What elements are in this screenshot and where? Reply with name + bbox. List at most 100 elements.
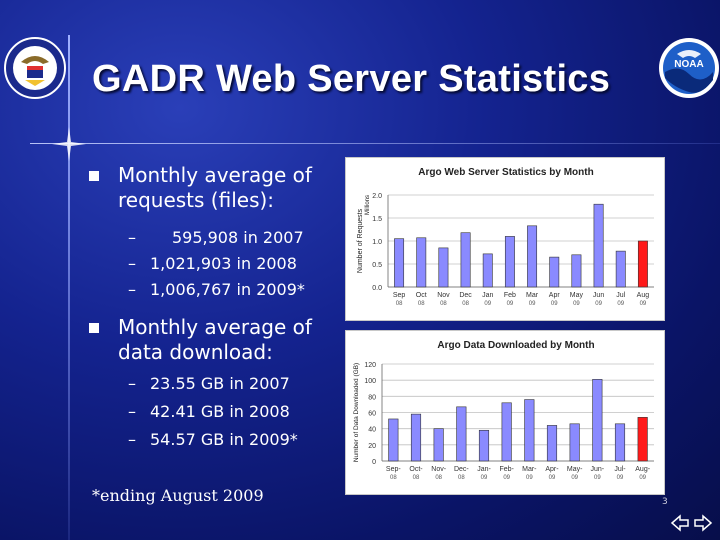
x-tick-label-month: Sep (393, 292, 406, 299)
x-tick-label-month: Apr (549, 292, 561, 299)
x-tick-label-year: 08 (396, 301, 403, 307)
x-tick-label-year: 09 (529, 301, 536, 307)
requests-bar-chart: Argo Web Server Statistics by Month Numbe… (357, 167, 654, 307)
x-tick-label-year: 08 (462, 301, 469, 307)
x-tick-label-month: Oct- (409, 466, 423, 473)
bullet-requests-label: Monthly average of requests (files): (118, 163, 312, 212)
bar (460, 232, 471, 288)
x-tick-label-month: Sep- (386, 466, 401, 473)
x-tick-label-month: Jun (593, 292, 604, 299)
x-tick-label-year: 09 (484, 301, 491, 307)
sub-item-download-2008: –42.41 GB in 2008 (128, 400, 290, 423)
dash-marker: – (128, 254, 136, 273)
x-tick-label-year: 09 (571, 475, 578, 481)
y-tick-label: 120 (364, 362, 376, 369)
sub-item-text: 54.57 GB in 2009* (150, 430, 298, 449)
chart-title: Argo Data Downloaded by Month (437, 340, 594, 351)
bar (482, 253, 493, 288)
x-tick-label-year: 09 (640, 301, 647, 307)
x-tick-label-month: Mar (526, 292, 539, 299)
x-tick-label-year: 09 (573, 301, 580, 307)
chart-title: Argo Web Server Statistics by Month (418, 167, 593, 178)
y-tick-label: 1.5 (372, 216, 382, 223)
bar (501, 402, 512, 462)
square-bullet-icon (89, 323, 99, 333)
x-tick-label-year: 09 (481, 475, 488, 481)
sub-item-download-2009: –54.57 GB in 2009* (128, 428, 298, 451)
sub-item-download-2007: –23.55 GB in 2007 (128, 372, 290, 395)
requests-chart-panel: Argo Web Server Statistics by Month Numbe… (345, 157, 665, 321)
bar (524, 399, 535, 462)
y-tick-label: 0 (372, 459, 376, 466)
bar (394, 238, 405, 288)
bar (416, 237, 427, 288)
previous-slide-icon[interactable] (670, 514, 690, 532)
downloads-chart-panel: Argo Data Downloaded by Month Number of D… (345, 330, 665, 495)
x-tick-label-year: 08 (440, 301, 447, 307)
sub-item-requests-2007: – 595,908 in 2007 (128, 226, 304, 249)
sub-item-text: 42.41 GB in 2008 (150, 402, 290, 421)
sub-item-text: 595,908 in 2007 (172, 228, 304, 247)
y-tick-label: 2.0 (372, 193, 382, 200)
dash-marker: – (128, 430, 136, 449)
x-tick-label-year: 09 (594, 475, 601, 481)
y-axis-label: Number of Data Downloaded (GB) (353, 363, 360, 462)
x-tick-label-month: Jan (482, 292, 493, 299)
x-tick-label-year: 09 (617, 301, 624, 307)
x-tick-label-year: 09 (549, 475, 556, 481)
y-tick-label: 60 (368, 411, 376, 418)
x-tick-label-year: 09 (526, 475, 533, 481)
bar (614, 423, 626, 462)
y-tick-label: 40 (368, 427, 376, 434)
x-tick-label-month: Jul- (614, 466, 626, 473)
sub-item-requests-2009: –1,006,767 in 2009* (128, 278, 305, 301)
dash-marker: – (128, 374, 136, 393)
bar (593, 203, 604, 288)
downloads-bar-chart: Argo Data Downloaded by Month Number of D… (353, 340, 654, 481)
bar (388, 418, 399, 462)
bar (569, 423, 580, 462)
commerce-seal-logo (4, 37, 66, 99)
bar (410, 413, 422, 462)
bar (637, 240, 648, 288)
bullet-download-label: Monthly average of data download: (118, 315, 312, 364)
x-tick-label-month: Dec- (454, 466, 469, 473)
x-tick-label-year: 08 (435, 475, 442, 481)
x-tick-label-year: 09 (503, 475, 510, 481)
sub-item-text: 23.55 GB in 2007 (150, 374, 290, 393)
noaa-logo-text: NOAA (674, 59, 703, 70)
next-slide-icon[interactable] (693, 514, 713, 532)
x-tick-label-month: Mar- (522, 466, 537, 473)
dash-marker: – (128, 402, 136, 421)
x-tick-label-year: 09 (551, 301, 558, 307)
bar (438, 247, 449, 288)
bar (546, 425, 558, 462)
x-tick-label-year: 09 (617, 475, 624, 481)
y-tick-label: 100 (364, 378, 376, 385)
x-tick-label-year: 08 (413, 475, 420, 481)
bar (456, 406, 467, 462)
sub-item-text: 1,006,767 in 2009* (150, 280, 305, 299)
page-number: 3 (662, 497, 668, 507)
bar (433, 428, 444, 462)
x-tick-label-month: Aug- (635, 466, 650, 473)
decorative-vertical-line (68, 35, 70, 540)
x-tick-label-month: Nov- (431, 466, 446, 473)
sub-item-text: 1,021,903 in 2008 (150, 254, 297, 273)
dash-marker: – (128, 228, 136, 247)
dash-marker: – (128, 280, 136, 299)
y-axis-label: Number of Requests (357, 208, 364, 273)
bar (637, 417, 648, 462)
y-tick-label: 80 (368, 394, 376, 401)
x-tick-label-month: Apr- (545, 466, 559, 473)
square-bullet-icon (89, 171, 99, 181)
bar (615, 250, 626, 288)
bar (549, 256, 560, 288)
bar (504, 236, 515, 288)
x-tick-label-month: May- (567, 466, 583, 473)
y-tick-label: 0.0 (372, 285, 382, 292)
x-tick-label-month: Oct (416, 292, 427, 299)
x-tick-label-year: 09 (595, 301, 602, 307)
x-tick-label-month: Feb (504, 292, 516, 299)
y-tick-label: 20 (368, 443, 376, 450)
